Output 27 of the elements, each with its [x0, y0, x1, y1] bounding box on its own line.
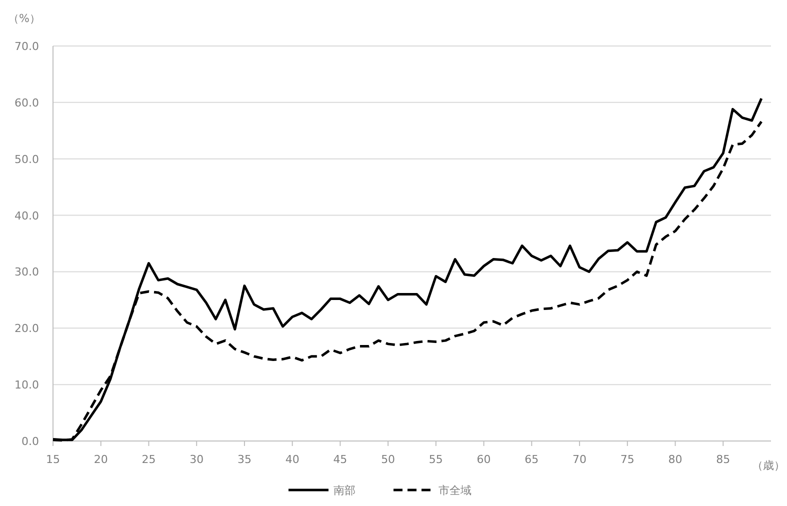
x-tick-label: 30: [190, 453, 204, 466]
x-tick-label: 15: [46, 453, 60, 466]
x-tick-label: 25: [142, 453, 156, 466]
y-tick-label: 50.0: [14, 152, 39, 166]
y-tick-label: 0.0: [22, 435, 39, 448]
x-tick-label: 55: [428, 453, 443, 466]
x-tick-label: 85: [716, 453, 730, 466]
x-tick-label: 50: [381, 453, 396, 466]
x-tick-label: 20: [94, 453, 108, 466]
x-tick-label: 70: [572, 453, 587, 466]
y-tick-label: 40.0: [14, 209, 39, 222]
x-tick-label: 65: [524, 453, 539, 466]
x-axis-title: （歳）: [752, 459, 785, 472]
y-tick-label: 10.0: [14, 378, 39, 392]
legend-label: 南部: [334, 484, 356, 497]
x-tick-label: 35: [237, 453, 252, 466]
x-tick-label: 60: [476, 453, 491, 466]
y-tick-label: 20.0: [14, 322, 39, 336]
y-tick-label: 30.0: [14, 266, 39, 279]
legend-label: 市全域: [438, 484, 472, 497]
x-tick-label: 45: [333, 453, 348, 466]
y-tick-label: 70.0: [14, 40, 39, 53]
x-tick-label: 80: [668, 453, 682, 466]
y-tick-label: 60.0: [14, 96, 39, 110]
y-axis-title: （%）: [8, 12, 40, 25]
x-tick-label: 75: [620, 453, 634, 466]
x-tick-label: 40: [285, 453, 300, 466]
